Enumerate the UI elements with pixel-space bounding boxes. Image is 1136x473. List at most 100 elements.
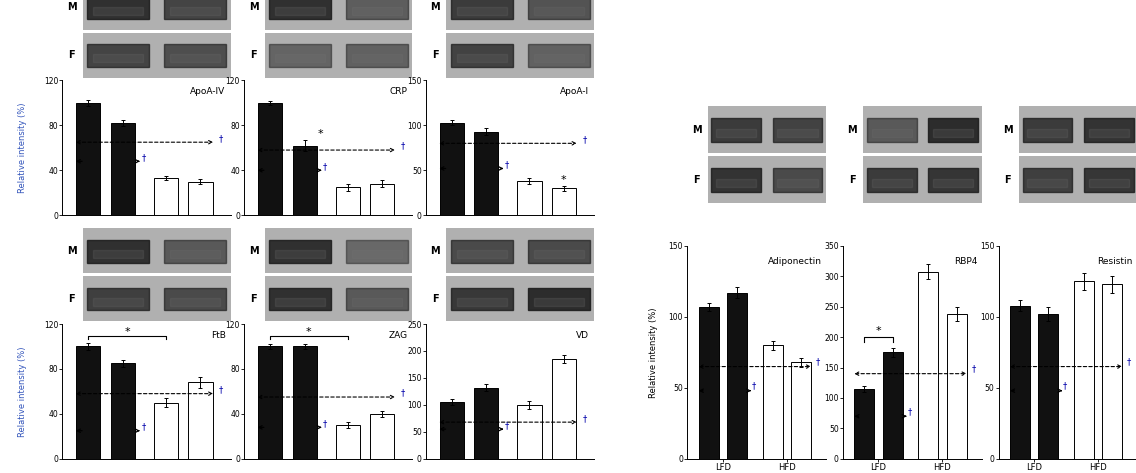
Bar	[269, 44, 332, 67]
Bar	[762, 345, 783, 459]
Text: F: F	[1004, 175, 1011, 185]
Bar	[1022, 168, 1072, 192]
Text: ApoA-I: ApoA-I	[560, 87, 590, 96]
Bar	[87, 240, 149, 263]
Text: Relative intensity (%): Relative intensity (%)	[18, 103, 27, 193]
Bar	[1038, 314, 1059, 459]
Text: Relative intensity (%): Relative intensity (%)	[18, 346, 27, 437]
Text: M: M	[67, 2, 76, 12]
Text: Resistin: Resistin	[1097, 256, 1133, 266]
Bar	[352, 7, 402, 15]
Bar	[928, 118, 978, 142]
Bar	[440, 402, 463, 459]
Bar	[93, 7, 143, 15]
Text: FtB: FtB	[210, 331, 226, 340]
Bar	[871, 129, 912, 137]
Text: M: M	[692, 124, 701, 135]
Bar	[164, 44, 226, 67]
Bar	[345, 0, 408, 19]
Text: †: †	[141, 422, 145, 431]
Text: †: †	[752, 382, 757, 391]
Text: †: †	[323, 162, 327, 171]
Bar	[699, 307, 719, 459]
Bar	[275, 250, 325, 258]
Bar	[552, 188, 576, 215]
Bar	[1084, 168, 1134, 192]
Text: †: †	[219, 385, 224, 394]
Bar	[457, 7, 507, 15]
Bar	[517, 181, 542, 215]
Text: *: *	[876, 326, 882, 336]
Text: Relative intensity (%): Relative intensity (%)	[649, 307, 658, 398]
Text: †: †	[219, 134, 224, 143]
Bar	[370, 414, 394, 459]
Bar	[275, 54, 325, 62]
Bar	[275, 7, 325, 15]
Bar	[777, 179, 818, 187]
Bar	[475, 131, 499, 215]
Bar	[189, 382, 212, 459]
Bar	[517, 405, 542, 459]
Bar	[451, 240, 513, 263]
Text: †: †	[908, 407, 912, 416]
Text: †: †	[971, 365, 976, 374]
Bar	[772, 118, 822, 142]
Bar	[928, 168, 978, 192]
Text: F: F	[849, 175, 855, 185]
Bar	[451, 0, 513, 19]
Bar	[1074, 281, 1094, 459]
Text: F: F	[68, 294, 75, 304]
Text: M: M	[431, 246, 440, 256]
Bar	[1027, 179, 1068, 187]
Bar	[87, 288, 149, 310]
Bar	[269, 240, 332, 263]
Bar	[1084, 118, 1134, 142]
Text: †: †	[401, 389, 406, 398]
Bar	[269, 0, 332, 19]
Text: F: F	[693, 175, 700, 185]
Bar	[946, 314, 967, 459]
Bar	[1010, 306, 1030, 459]
Bar	[164, 0, 226, 19]
Bar	[164, 288, 226, 310]
Text: M: M	[847, 124, 857, 135]
Text: F: F	[250, 50, 257, 60]
Bar	[711, 118, 761, 142]
Bar	[335, 187, 360, 215]
Bar	[170, 7, 220, 15]
Bar	[727, 293, 747, 459]
Bar	[93, 298, 143, 306]
Bar	[87, 44, 149, 67]
Bar	[170, 298, 220, 306]
Bar	[93, 250, 143, 258]
Bar	[275, 298, 325, 306]
Text: *: *	[317, 129, 323, 139]
Bar	[87, 0, 149, 19]
Bar	[527, 44, 590, 67]
Bar	[1088, 129, 1129, 137]
Bar	[111, 363, 135, 459]
Bar	[170, 250, 220, 258]
Bar	[1088, 179, 1129, 187]
Bar	[1022, 118, 1072, 142]
Bar	[269, 288, 332, 310]
Bar	[76, 346, 100, 459]
Text: *: *	[306, 327, 311, 337]
Bar	[534, 250, 584, 258]
Bar	[164, 240, 226, 263]
Bar	[293, 346, 317, 459]
Text: F: F	[250, 294, 257, 304]
Bar	[527, 0, 590, 19]
Bar	[1027, 129, 1068, 137]
Bar	[552, 359, 576, 459]
Bar	[451, 44, 513, 67]
Bar	[440, 123, 463, 215]
Text: M: M	[249, 246, 258, 256]
Bar	[867, 168, 917, 192]
Text: †: †	[323, 419, 327, 428]
Text: M: M	[1003, 124, 1012, 135]
Text: *: *	[124, 327, 130, 337]
Bar	[716, 179, 757, 187]
Bar	[475, 388, 499, 459]
Bar	[777, 129, 818, 137]
